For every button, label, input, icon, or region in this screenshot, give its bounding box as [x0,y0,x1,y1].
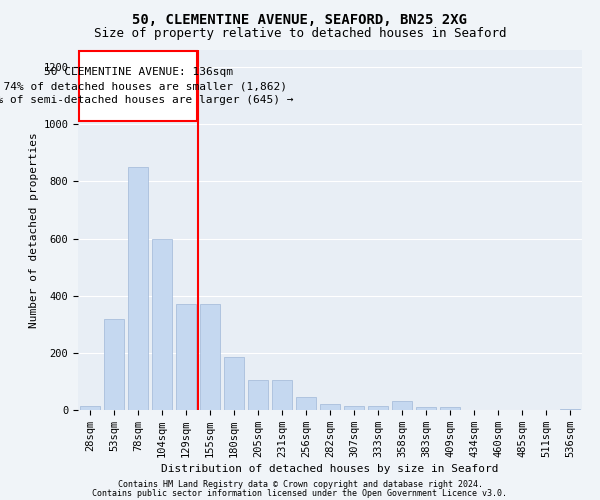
Bar [152,238,172,410]
Bar [560,408,580,410]
Bar [344,406,364,410]
Bar [392,402,412,410]
Y-axis label: Number of detached properties: Number of detached properties [29,132,39,328]
Bar [200,304,220,410]
Bar [248,380,268,410]
Text: 50, CLEMENTINE AVENUE, SEAFORD, BN25 2XG: 50, CLEMENTINE AVENUE, SEAFORD, BN25 2XG [133,12,467,26]
FancyBboxPatch shape [79,52,197,122]
Bar [272,380,292,410]
Bar [224,357,244,410]
Bar [416,406,436,410]
Bar [440,406,460,410]
Bar [368,406,388,410]
Text: Size of property relative to detached houses in Seaford: Size of property relative to detached ho… [94,28,506,40]
Text: 50 CLEMENTINE AVENUE: 136sqm
← 74% of detached houses are smaller (1,862)
26% of: 50 CLEMENTINE AVENUE: 136sqm ← 74% of de… [0,68,293,106]
Bar [176,304,196,410]
Text: Contains public sector information licensed under the Open Government Licence v3: Contains public sector information licen… [92,488,508,498]
Bar [296,397,316,410]
Bar [128,167,148,410]
Text: Contains HM Land Registry data © Crown copyright and database right 2024.: Contains HM Land Registry data © Crown c… [118,480,482,489]
Bar [80,406,100,410]
Bar [320,404,340,410]
Bar [104,318,124,410]
X-axis label: Distribution of detached houses by size in Seaford: Distribution of detached houses by size … [161,464,499,474]
